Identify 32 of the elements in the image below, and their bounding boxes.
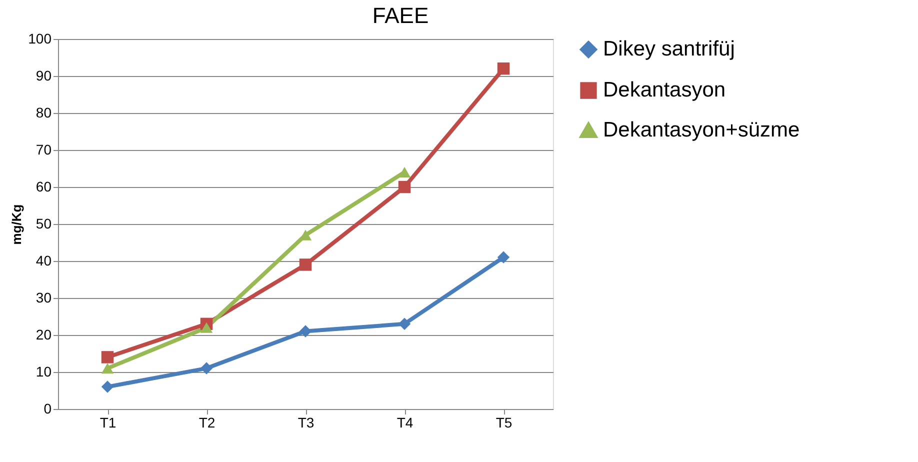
point	[398, 318, 411, 330]
point	[101, 362, 114, 374]
x-tick-label: T1	[100, 414, 116, 430]
legend-label: Dikey santrifüj	[603, 38, 735, 60]
x-tick-label: T3	[298, 414, 314, 430]
point	[200, 362, 213, 374]
point	[101, 380, 114, 393]
point	[398, 180, 411, 194]
y-tick-label: 30	[36, 290, 52, 306]
chart-title: FAEE	[372, 3, 429, 28]
y-tick-label: 10	[36, 364, 52, 380]
x-tick-label: T4	[396, 414, 414, 430]
point	[497, 62, 510, 75]
y-tick-label: 50	[36, 216, 52, 232]
point	[497, 251, 510, 264]
y-tick-label: 40	[36, 252, 52, 268]
point	[200, 322, 213, 333]
legend-label: Dekantasyon+süzme	[603, 118, 800, 142]
point	[299, 258, 312, 271]
y-tick-label: 60	[36, 178, 52, 194]
legend-label: Dekantasyon	[603, 78, 726, 102]
point	[101, 351, 114, 364]
point	[299, 325, 312, 338]
y-axis-title: mg/Kg	[9, 204, 24, 245]
y-tick-label: 80	[36, 104, 52, 120]
y-tick-label: 90	[36, 68, 52, 84]
x-tick-label: T5	[496, 414, 512, 430]
y-tick-label: 20	[36, 326, 52, 342]
y-tick-label: 70	[36, 142, 52, 158]
y-tick-label: 0	[44, 400, 52, 416]
y-tick-label: 100	[28, 30, 52, 46]
x-tick-label: T2	[198, 414, 216, 430]
